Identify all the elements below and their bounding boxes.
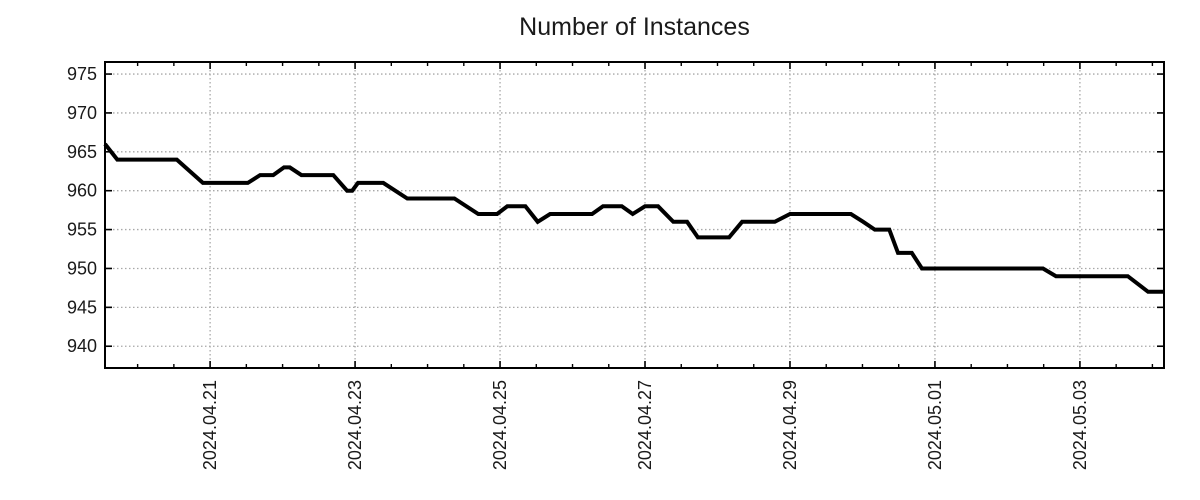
plot-frame: [104, 61, 1165, 369]
x-tick-label: 2024.04.23: [345, 380, 365, 470]
x-tick-label: 2024.05.01: [925, 380, 945, 470]
x-tick-label: 2024.04.29: [780, 380, 800, 470]
y-tick-label: 975: [67, 64, 97, 84]
x-tick-label: 2024.04.21: [200, 380, 220, 470]
y-tick-label: 965: [67, 142, 97, 162]
y-tick-label: 940: [67, 336, 97, 356]
y-tick-label: 970: [67, 103, 97, 123]
x-tick-label: 2024.04.25: [490, 380, 510, 470]
series-line: [103, 142, 1164, 294]
y-tick-label: 945: [67, 297, 97, 317]
chart-title: Number of Instances: [519, 13, 750, 41]
y-tick-label: 955: [67, 220, 97, 240]
y-tick-label: 950: [67, 258, 97, 278]
x-tick-label: 2024.05.03: [1070, 380, 1090, 470]
y-tick-label: 960: [67, 181, 97, 201]
x-tick-label: 2024.04.27: [635, 380, 655, 470]
